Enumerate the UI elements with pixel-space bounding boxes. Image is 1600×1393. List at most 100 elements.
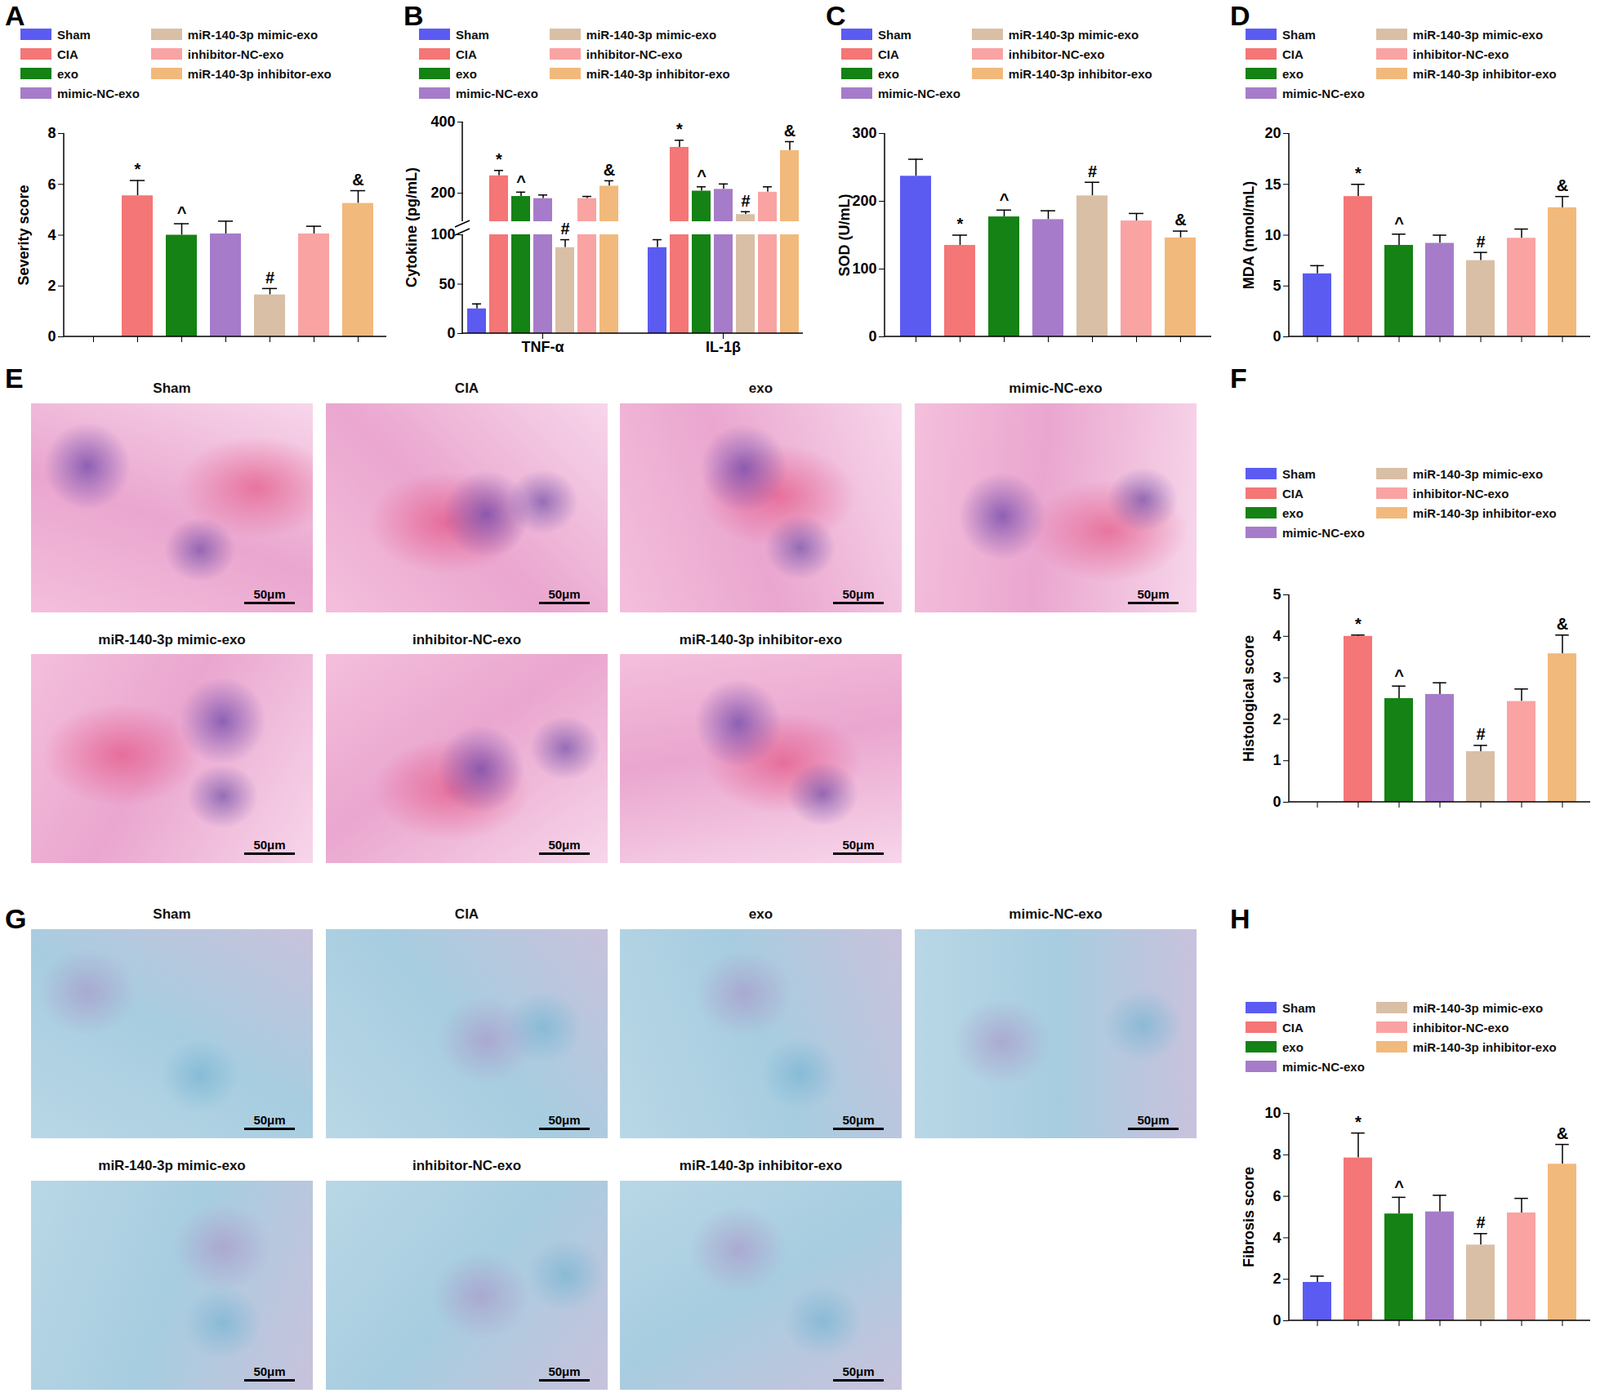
svg-text:*: * [1354,615,1362,633]
svg-text:^: ^ [696,166,707,185]
svg-text:#: # [740,191,750,210]
html-text:miR-140-3p inhibitor-exo: miR-140-3p inhibitor-exo [679,1158,843,1174]
svg-text:Histological score: Histological score [1240,635,1257,763]
html-text:inhibitor-NC-exo: inhibitor-NC-exo [412,1158,522,1174]
svg-text:^: ^ [177,203,188,222]
svg-text:2: 2 [47,277,56,295]
html-text:Sham: Sham [152,906,191,923]
html-text:C: C [825,0,846,32]
html-text:mimic-NC-exo: mimic-NC-exo [57,86,140,101]
svg-text:&: & [1556,615,1569,633]
svg-text:15: 15 [1264,176,1281,193]
svg-text:MDA (nmol/mL): MDA (nmol/mL) [1240,181,1257,290]
svg-text:#: # [1087,162,1097,181]
html-text:H: H [1230,903,1251,935]
svg-text:8: 8 [47,124,56,142]
html-text:B: B [403,0,424,32]
svg-text:#: # [1475,725,1485,744]
html-text:CIA: CIA [57,46,79,61]
svg-text:#: # [1475,1213,1485,1232]
svg-text:^: ^ [1394,666,1404,685]
svg-text:SOD (U/mL): SOD (U/mL) [836,193,853,277]
svg-text:Cytokine (pg/mL): Cytokine (pg/mL) [403,167,420,288]
svg-text:100: 100 [851,260,877,277]
svg-text:4: 4 [1272,1230,1281,1247]
svg-text:6: 6 [1272,1188,1281,1205]
html-text:Sham: Sham [152,380,191,397]
svg-text:^: ^ [999,190,1010,209]
svg-text:^: ^ [1394,1177,1404,1196]
svg-text:20: 20 [1264,124,1281,142]
html-text:A: A [4,0,25,32]
html-text:inhibitor-NC-exo: inhibitor-NC-exo [412,632,522,648]
html-text:miR-140-3p mimic-exo: miR-140-3p mimic-exo [98,1158,246,1174]
html-text:exo: exo [748,380,773,397]
svg-text:0: 0 [47,328,56,345]
svg-text:4: 4 [1272,628,1281,645]
svg-text:0: 0 [1272,1312,1281,1329]
svg-text:6: 6 [47,176,56,193]
svg-text:#: # [560,219,570,238]
html-text:E: E [4,362,24,394]
svg-text:400: 400 [430,113,455,130]
html-text:exo: exo [57,66,79,81]
svg-text:&: & [1174,210,1186,229]
svg-text:*: * [676,120,683,139]
svg-text:Fibrosis score: Fibrosis score [1240,1167,1257,1268]
html-text:Sham: Sham [455,27,490,42]
svg-text:*: * [1354,164,1362,183]
svg-text:0: 0 [868,328,877,345]
svg-text:&: & [352,170,364,189]
svg-text:0: 0 [1272,328,1281,345]
html-text:miR-140-3p mimic-exo: miR-140-3p mimic-exo [98,632,246,648]
html-text:mimic-NC-exo: mimic-NC-exo [1008,380,1103,397]
svg-text:2: 2 [1272,711,1281,728]
svg-text:4: 4 [47,227,56,244]
svg-text:10: 10 [1264,1105,1281,1122]
svg-text:200: 200 [430,184,455,201]
svg-text:*: * [1354,1113,1362,1132]
svg-text:2: 2 [1272,1270,1281,1288]
html-text:mimic-NC-exo: mimic-NC-exo [455,86,539,101]
svg-text:8: 8 [1272,1146,1281,1164]
html-text:G: G [4,903,27,935]
svg-text:*: * [957,214,964,233]
svg-text:200: 200 [851,192,877,210]
html-text:miR-140-3p mimic-exo: miR-140-3p mimic-exo [187,27,318,42]
svg-text:^: ^ [516,172,526,191]
html-text:mimic-NC-exo: mimic-NC-exo [1008,906,1103,923]
svg-text:100: 100 [430,226,455,243]
svg-text:3: 3 [1272,669,1281,687]
html-text:F: F [1230,362,1248,394]
svg-text:&: & [603,160,616,179]
html-text:Sham: Sham [57,27,91,42]
svg-text:TNF-α: TNF-α [521,338,564,356]
html-text:exo: exo [455,66,477,81]
html-text:D: D [1230,0,1251,32]
html-text:inhibitor-NC-exo: inhibitor-NC-exo [187,46,284,61]
svg-text:^: ^ [1394,213,1404,232]
svg-text:10: 10 [1264,227,1281,244]
svg-text:&: & [784,121,796,140]
svg-text:*: * [134,160,142,179]
svg-text:*: * [495,150,503,169]
html-text:CIA: CIA [455,46,477,61]
svg-text:300: 300 [851,124,877,142]
svg-text:5: 5 [1272,277,1281,295]
svg-text:&: & [1556,176,1569,195]
svg-text:#: # [1475,232,1485,251]
html-text:miR-140-3p inhibitor-exo: miR-140-3p inhibitor-exo [679,632,843,648]
svg-text:0: 0 [446,325,455,342]
svg-text:#: # [265,268,275,287]
html-text:exo: exo [748,906,773,923]
svg-text:IL-1β: IL-1β [705,338,741,356]
svg-text:&: & [1556,1124,1569,1143]
svg-text:1: 1 [1272,752,1281,769]
html-text:miR-140-3p inhibitor-exo: miR-140-3p inhibitor-exo [187,66,332,81]
svg-text:50: 50 [438,276,455,293]
html-text:CIA: CIA [454,380,479,397]
svg-text:Severity score: Severity score [15,184,32,286]
svg-text:0: 0 [1272,793,1281,811]
svg-text:5: 5 [1272,586,1281,603]
html-text:CIA: CIA [454,906,479,923]
